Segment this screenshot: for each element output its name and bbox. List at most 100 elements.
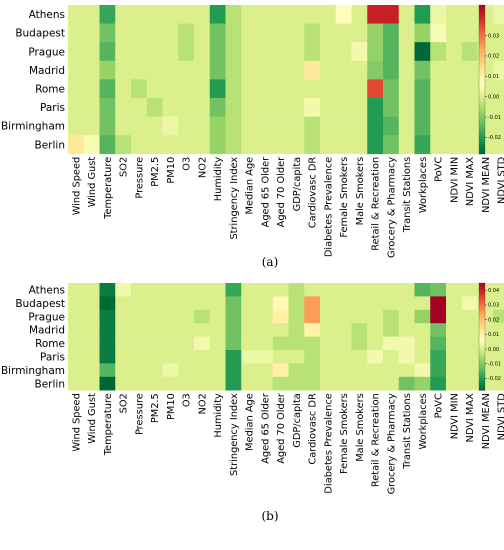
- heatmap-cell: [146, 363, 163, 378]
- heatmap-cell: [335, 350, 352, 364]
- column-label: Stringency Index: [229, 157, 240, 240]
- heatmap-cell: [398, 116, 415, 136]
- heatmap-cell: [68, 283, 85, 297]
- row-label: Budapest: [15, 28, 65, 40]
- heatmap-cell: [209, 336, 226, 351]
- colorbar-segment: [479, 116, 485, 120]
- heatmap-cell: [335, 323, 352, 337]
- heatmap-cell: [335, 5, 352, 24]
- heatmap-cell: [493, 309, 504, 324]
- column-label: Grocery & Pharmacy: [386, 157, 397, 258]
- heatmap-cell: [351, 42, 368, 62]
- heatmap-cell: [241, 79, 258, 99]
- column-label: Female Smokers: [339, 393, 350, 474]
- heatmap-cell: [414, 98, 431, 117]
- colorbar-segment: [479, 89, 485, 93]
- heatmap-cell: [493, 336, 504, 351]
- heatmap-cell: [131, 116, 148, 136]
- heatmap-cell: [178, 116, 195, 136]
- heatmap-cell: [225, 296, 242, 311]
- heatmap-cell: [383, 296, 400, 311]
- row-label: Paris: [40, 102, 65, 114]
- heatmap-cell: [461, 283, 478, 297]
- colorbar-tick-label: 0.01: [488, 332, 499, 338]
- heatmap-cell: [68, 135, 85, 155]
- column-label: PM2.5: [150, 157, 161, 187]
- heatmap-cell: [131, 23, 148, 43]
- colorbar-segment: [479, 24, 485, 28]
- heatmap-cell: [146, 42, 163, 62]
- heatmap-cell: [304, 363, 321, 378]
- colorbar-segment: [479, 124, 485, 127]
- column-label: Wind Speed: [71, 157, 82, 215]
- heatmap-cell: [131, 363, 148, 378]
- heatmap-cell: [414, 283, 431, 297]
- heatmap-cell: [209, 42, 226, 62]
- row-label: Rome: [35, 338, 65, 350]
- heatmap-cell: [68, 23, 85, 43]
- heatmap-cell: [131, 309, 148, 324]
- heatmap-cell: [304, 60, 321, 80]
- heatmap-cell: [430, 323, 447, 337]
- heatmap-cell: [115, 42, 132, 62]
- colorbar-segment: [479, 304, 485, 307]
- heatmap-cell: [115, 363, 132, 378]
- colorbar-segment: [479, 74, 485, 78]
- heatmap-cell: [272, 309, 289, 324]
- heatmap-cell: [178, 135, 195, 155]
- colorbar-segment: [479, 86, 485, 90]
- heatmap-cell: [430, 350, 447, 364]
- heatmap-cell: [367, 42, 384, 62]
- colorbar-segment: [479, 27, 485, 31]
- heatmap-cell: [398, 350, 415, 364]
- heatmap-cell: [398, 60, 415, 80]
- heatmap-cell: [335, 336, 352, 351]
- heatmap-cell: [335, 98, 352, 117]
- heatmap-cell: [162, 98, 179, 117]
- heatmap-cell: [351, 323, 368, 337]
- colorbar-segment: [479, 386, 485, 389]
- heatmap-cell: [178, 60, 195, 80]
- heatmap-cell: [461, 363, 478, 378]
- column-label: PoVC: [434, 393, 445, 418]
- heatmap-cell: [178, 323, 195, 337]
- heatmap-cell: [288, 350, 305, 364]
- heatmap-cell: [272, 336, 289, 351]
- heatmap-cell: [194, 23, 211, 43]
- heatmap-cell: [146, 135, 163, 155]
- colorbar-segment: [479, 291, 485, 295]
- column-label: Median Age: [245, 393, 256, 451]
- heatmap-cell: [351, 350, 368, 364]
- heatmap-cell: [288, 283, 305, 297]
- heatmap-cell: [83, 5, 100, 24]
- heatmap-cell: [146, 79, 163, 99]
- heatmap-cell: [446, 309, 463, 324]
- heatmap-cell: [320, 363, 337, 378]
- heatmap-cell: [99, 5, 116, 24]
- colorbar-segment: [479, 299, 485, 302]
- heatmap-cell: [257, 296, 274, 311]
- column-label: PM10: [166, 157, 177, 184]
- heatmap-cell: [99, 350, 116, 364]
- colorbar-segment: [479, 44, 485, 48]
- heatmap-cell: [493, 376, 504, 391]
- heatmap-cell: [194, 116, 211, 136]
- heatmap-cell: [146, 5, 163, 24]
- column-label: NDVI STD: [497, 157, 504, 204]
- colorbar-segment: [479, 14, 485, 18]
- row-label: Prague: [28, 311, 65, 323]
- heatmap-cell: [272, 135, 289, 155]
- heatmap-cell: [335, 296, 352, 311]
- row-label: Paris: [40, 352, 65, 364]
- heatmap-cell: [383, 79, 400, 99]
- heatmap-cell: [115, 323, 132, 337]
- heatmap-cell: [115, 336, 132, 351]
- heatmap-cell: [288, 60, 305, 80]
- heatmap-cell: [178, 5, 195, 24]
- column-label: PM10: [166, 393, 177, 420]
- colorbar-segment: [479, 84, 485, 88]
- colorbar-segment: [479, 341, 485, 345]
- colorbar-segment: [479, 42, 485, 46]
- heatmap-cell: [241, 283, 258, 297]
- heatmap-cell: [146, 283, 163, 297]
